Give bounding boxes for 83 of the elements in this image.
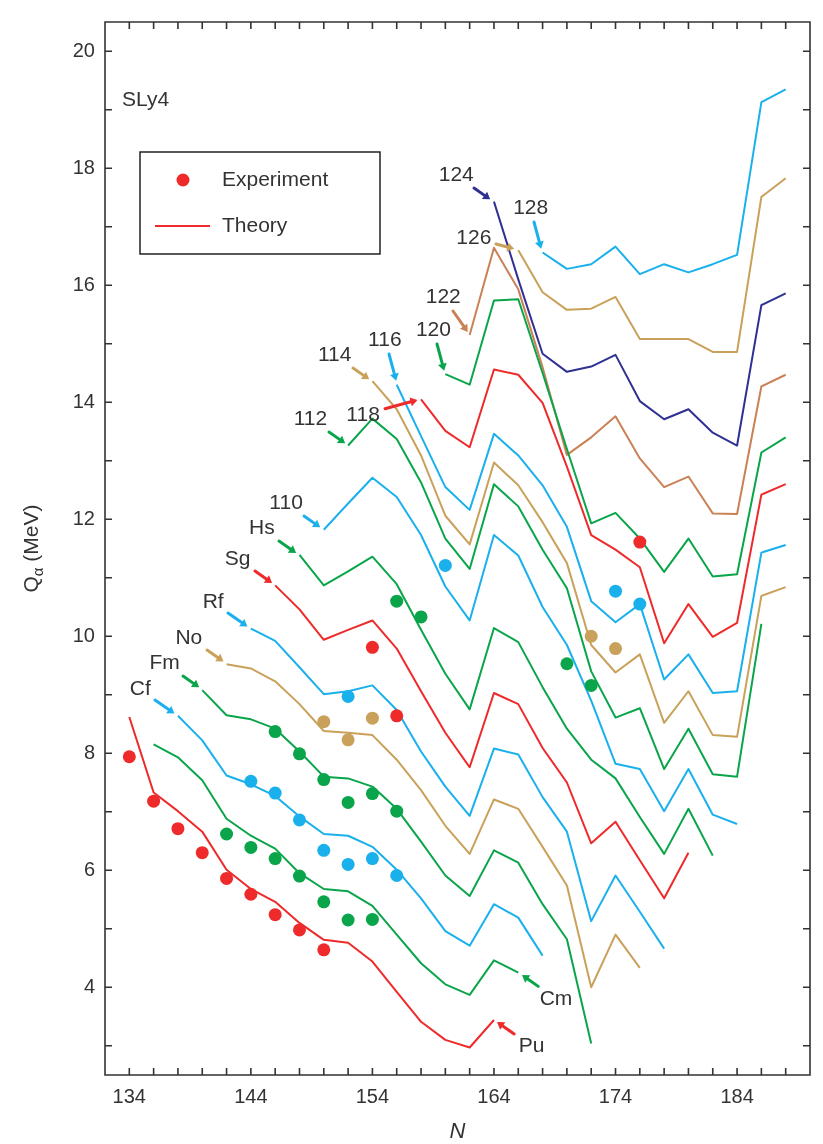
x-tick-label: 144 — [234, 1084, 268, 1107]
point — [390, 869, 404, 883]
point — [220, 827, 234, 841]
annotation: Rf — [202, 589, 224, 613]
y-tick-label: 18 — [72, 155, 95, 178]
point — [147, 794, 161, 808]
x-tick-label: 164 — [477, 1084, 511, 1107]
point — [317, 843, 331, 857]
point — [244, 887, 258, 901]
annotation: 116 — [368, 327, 402, 351]
point — [341, 690, 355, 704]
annotation: Sg — [224, 545, 251, 569]
annotation: 124 — [438, 162, 475, 186]
y-tick-label: 6 — [83, 857, 95, 880]
point — [244, 840, 258, 854]
annotation: 114 — [317, 341, 352, 365]
point — [292, 869, 306, 883]
point — [365, 852, 379, 866]
point — [609, 584, 623, 598]
point — [633, 535, 647, 549]
point — [171, 822, 185, 836]
point — [292, 923, 306, 937]
annotation: 126 — [456, 225, 492, 249]
point — [122, 750, 136, 764]
annotation: 118 — [346, 401, 380, 425]
point — [195, 846, 209, 860]
point — [414, 610, 428, 624]
x-tick-label: 154 — [355, 1084, 390, 1107]
y-tick-label: 10 — [72, 623, 95, 646]
y-tick-label: 20 — [72, 38, 95, 61]
point — [584, 678, 598, 692]
point — [317, 715, 331, 729]
annotation: 112 — [293, 405, 328, 429]
point — [268, 725, 282, 739]
point — [341, 913, 355, 927]
annotation: Cf — [129, 676, 151, 700]
annotation: 120 — [415, 316, 451, 340]
point — [390, 594, 404, 608]
point — [365, 912, 379, 926]
point — [220, 871, 234, 885]
y-tick-label: 4 — [83, 974, 95, 997]
point — [341, 733, 355, 747]
annotation: 128 — [513, 194, 549, 218]
point — [317, 773, 331, 787]
annotation: 122 — [425, 284, 461, 308]
point — [633, 597, 647, 611]
point — [292, 813, 306, 827]
point — [244, 774, 258, 788]
legend-label: Experiment — [222, 166, 329, 190]
point — [317, 943, 331, 957]
x-tick-label: 134 — [112, 1084, 146, 1107]
point — [292, 747, 306, 761]
annotation: Cm — [539, 985, 573, 1009]
annotation: Fm — [149, 650, 180, 674]
point — [365, 711, 379, 725]
point — [341, 857, 355, 871]
point — [390, 804, 404, 818]
y-tick-label: 14 — [72, 389, 95, 412]
point — [341, 795, 355, 809]
x-tick-label: 174 — [598, 1084, 633, 1107]
legend-label: Theory — [222, 212, 288, 236]
y-tick-label: 8 — [83, 740, 95, 763]
point — [365, 640, 379, 654]
point — [268, 786, 282, 800]
point — [268, 908, 282, 922]
annotation: Hs — [248, 515, 275, 539]
point — [609, 642, 623, 656]
x-axis-title: N — [449, 1118, 466, 1144]
point — [365, 787, 379, 801]
y-axis-title: Qα (MeV) — [18, 504, 47, 593]
x-tick-label: 184 — [720, 1084, 754, 1107]
point — [584, 629, 598, 643]
point — [560, 657, 574, 671]
point — [390, 709, 404, 723]
point — [317, 895, 331, 909]
annotation: Pu — [518, 1033, 545, 1057]
annotation: 110 — [269, 490, 303, 514]
annotation: SLy4 — [122, 86, 170, 110]
point — [438, 558, 452, 572]
y-tick-label: 12 — [72, 506, 95, 529]
annotation: No — [175, 624, 203, 648]
y-tick-label: 16 — [72, 272, 95, 295]
point — [268, 852, 282, 866]
